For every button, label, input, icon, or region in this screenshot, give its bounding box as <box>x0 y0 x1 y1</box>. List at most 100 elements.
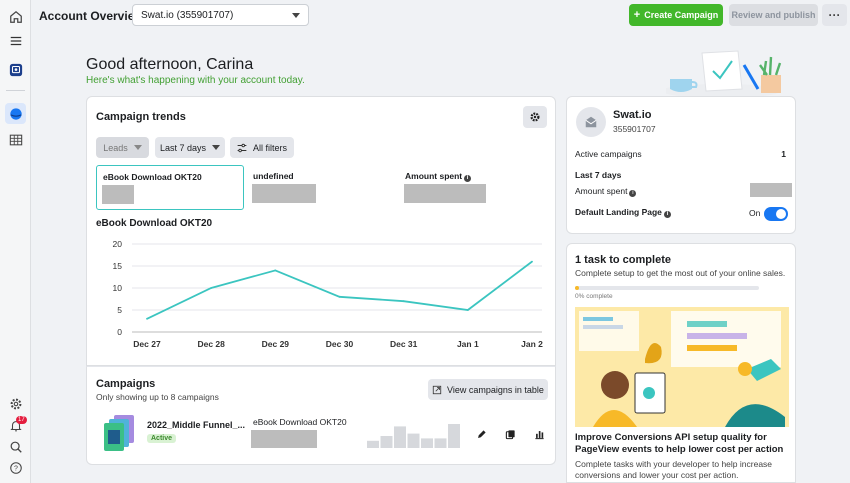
help-icon[interactable]: ? <box>5 457 26 478</box>
home-icon[interactable] <box>5 6 26 27</box>
chevron-down-icon <box>133 145 142 150</box>
filter-sliders-icon <box>237 143 247 152</box>
metric-label-wrap: Amount spent i <box>405 171 472 182</box>
x-tick-label: Dec 27 <box>133 339 161 349</box>
greeting-subtitle: Here's what's happening with your accoun… <box>86 75 305 86</box>
plus-icon: + <box>633 8 641 21</box>
search-icon[interactable] <box>5 436 26 457</box>
x-tick-label: Dec 29 <box>262 339 290 349</box>
campaign-trends-title: Campaign trends <box>96 111 186 123</box>
amount-spent-redacted <box>750 183 792 197</box>
metric-value-redacted <box>404 184 486 203</box>
task-progress-bar <box>575 286 759 290</box>
notifications-icon[interactable]: 17 <box>5 415 27 436</box>
trends-settings-button[interactable] <box>523 106 547 128</box>
info-icon: i <box>464 175 472 182</box>
more-options-button[interactable]: ··· <box>822 4 847 26</box>
campaign-ad-name: eBook Download OKT20 <box>253 417 347 427</box>
data-point <box>274 269 277 272</box>
settings-icon[interactable] <box>5 393 26 414</box>
trend-line-chart: 0 5 10 15 20 Dec 27 Dec 28 Dec 29 Dec 30 Dec 31 Ja… <box>113 239 544 349</box>
active-campaigns-label: Active campaigns <box>575 149 642 159</box>
y-tick-label: 5 <box>117 305 122 315</box>
create-campaign-label: Create Campaign <box>644 10 719 20</box>
bar-chart-icon[interactable] <box>532 427 546 441</box>
notification-badge: 17 <box>16 416 27 424</box>
account-summary-card: Swat.io 355901707 Active campaigns 1 Las… <box>566 96 796 234</box>
metric-label: undefined <box>253 171 294 181</box>
period-label: Last 7 days <box>575 170 622 180</box>
date-range-filter[interactable]: Last 7 days <box>155 137 225 158</box>
campaign-value-redacted <box>251 430 317 448</box>
data-point <box>466 309 469 311</box>
metric-value-redacted <box>252 184 316 203</box>
spark-bar <box>394 426 406 448</box>
campaign-name[interactable]: 2022_Middle Funnel_... <box>147 420 246 430</box>
y-tick-label: 15 <box>113 261 123 271</box>
metric-tile[interactable]: undefined <box>247 165 397 210</box>
setup-task-card: 1 task to complete Complete setup to get… <box>566 243 796 483</box>
header-illustration <box>666 50 782 97</box>
account-name: Swat.io <box>613 109 652 121</box>
metric-label: Amount spent <box>405 171 463 181</box>
view-campaigns-in-table-button[interactable]: View campaigns in table <box>428 379 548 400</box>
review-and-publish-button[interactable]: Review and publish <box>729 4 818 26</box>
greeting-title: Good afternoon, Carina <box>86 56 254 73</box>
x-tick-label: Jan 2 <box>521 339 543 349</box>
chevron-down-icon <box>212 145 221 150</box>
campaign-trends-card: Campaign trends Leads Last 7 days All fi… <box>86 96 556 366</box>
task-progress-label: 0% complete <box>575 293 613 300</box>
page-title: Account Overview <box>39 9 144 23</box>
landing-page-label: Default Landing Page <box>575 207 662 217</box>
spark-bar <box>421 438 433 448</box>
account-selector[interactable]: Swat.io (355901707) <box>132 4 309 26</box>
landing-page-row: Default Landing Page i <box>575 207 671 218</box>
spark-bar <box>367 440 379 448</box>
campaigns-subtitle: Only showing up to 8 campaigns <box>96 392 219 402</box>
y-tick-label: 20 <box>113 239 123 249</box>
create-campaign-button[interactable]: + Create Campaign <box>629 4 723 26</box>
menu-icon[interactable] <box>5 30 26 51</box>
landing-page-toggle[interactable] <box>764 207 788 221</box>
x-tick-label: Dec 31 <box>390 339 418 349</box>
task-illustration <box>575 307 789 427</box>
task-body: Complete tasks with your developer to he… <box>575 459 773 480</box>
amount-spent-label: Amount spent <box>575 186 628 196</box>
campaign-sparkline <box>367 424 460 448</box>
metric-label: eBook Download OKT20 <box>103 172 202 182</box>
chevron-down-icon <box>292 13 300 18</box>
rail-divider <box>6 90 25 91</box>
chart-title: eBook Download OKT20 <box>96 218 213 229</box>
metric-filter[interactable]: Leads <box>96 137 149 158</box>
campaign-row-actions <box>474 427 546 441</box>
duplicate-icon[interactable] <box>503 427 517 441</box>
account-icon[interactable] <box>5 59 26 80</box>
landing-page-state: On <box>749 208 761 218</box>
all-filters-label: All filters <box>252 142 287 153</box>
date-range-value: Last 7 days <box>159 142 207 153</box>
spark-bar <box>380 436 393 448</box>
metric-value-redacted <box>102 185 134 204</box>
all-filters-button[interactable]: All filters <box>230 137 294 158</box>
info-icon: i <box>629 190 637 197</box>
campaigns-section: Campaigns Only showing up to 8 campaigns… <box>86 366 556 465</box>
inbox-icon <box>585 116 597 128</box>
account-id: 355901707 <box>613 124 656 134</box>
metric-tile[interactable]: Amount spent i <box>399 165 549 210</box>
status-badge: Active <box>147 434 177 443</box>
edit-icon[interactable] <box>474 427 488 441</box>
campaign-thumbnail <box>104 415 134 451</box>
y-tick-label: 0 <box>117 327 122 337</box>
task-heading[interactable]: Improve Conversions API setup quality fo… <box>575 432 784 455</box>
table-icon[interactable] <box>5 129 26 150</box>
data-point <box>146 317 148 320</box>
external-table-icon <box>432 385 442 394</box>
left-rail: 17 ? <box>0 0 31 483</box>
account-avatar <box>576 107 606 137</box>
campaigns-icon[interactable] <box>5 103 26 124</box>
x-tick-label: Dec 28 <box>197 339 225 349</box>
metric-tile-selected[interactable]: eBook Download OKT20 <box>96 165 244 210</box>
info-icon: i <box>663 211 671 218</box>
active-campaigns-count: 1 <box>781 149 786 159</box>
view-campaigns-label: View campaigns in table <box>447 384 544 395</box>
